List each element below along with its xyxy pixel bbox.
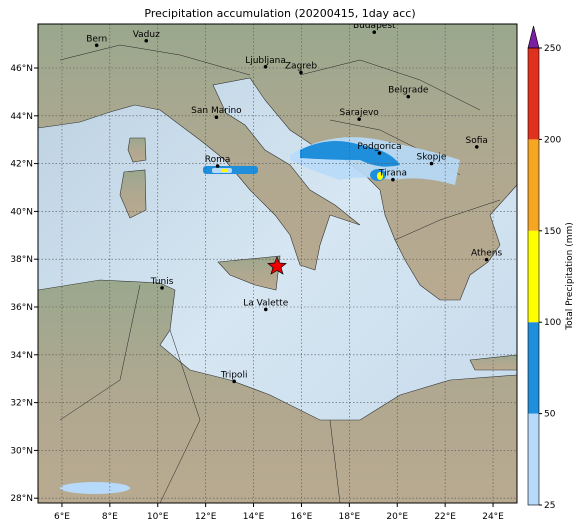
city-dot [484,257,489,262]
land-corsica [127,137,147,163]
city-dot [372,30,377,34]
colorbar-bin [528,48,539,140]
city-dot [94,43,99,48]
city-label: Belgrade [388,86,429,96]
city-dot [144,38,149,43]
y-tick-label: 40°N [10,207,33,217]
city-label: Budapest [353,21,396,31]
colorbar-tick-label: 100 [544,318,561,328]
title: Precipitation accumulation (20200415, 1d… [144,7,415,20]
axes: 6°E 8°E 10°E 12°E 14°E 16°E 18°E 20°E 22°E 24°E 28… [10,64,504,522]
colorbar-tick-label: 25 [544,501,555,511]
colorbar-bin [528,413,539,505]
city-dot [391,177,395,182]
city-label: Tirana [378,169,407,179]
borders [59,44,501,503]
city-label: Athens [471,249,502,259]
x-tick-label: 8°E [102,512,118,522]
city-label: Ljubljana [245,56,286,66]
city-dot [263,307,268,312]
colorbar: 25 50 100 150 200 250 [527,25,561,511]
colorbar-tick-label: 200 [544,135,561,145]
city-label: La Valette [243,298,288,308]
city-label: Roma [205,155,231,165]
city-label: Tunis [150,277,174,287]
city-label: Zagreb [285,62,317,72]
y-tick-label: 42°N [10,160,33,170]
colorbar-bin [528,139,539,231]
grid [38,24,517,503]
colorbar-label: Total Precipitation (mm) [565,222,575,331]
x-tick-label: 20°E [386,512,408,522]
map-frame [37,23,518,504]
city-dot [160,286,164,290]
x-tick-label: 24°E [482,512,504,522]
land-sicily [217,255,281,291]
y-tick-label: 36°N [10,303,33,313]
colorbar-bin [528,230,539,323]
city-label: Podgorica [357,142,401,152]
city-label: Sarajevo [340,108,380,118]
city-dot [357,117,361,121]
event-star [267,256,287,275]
city-dot [429,161,434,166]
city-label: Skopje [417,153,447,163]
x-tick-label: 18°E [339,512,361,522]
precipitation [203,137,460,185]
city-dot [215,164,220,168]
y-tick-label: 44°N [10,112,33,122]
land-crete [469,354,517,371]
colorbar-tick-label: 250 [544,44,561,54]
city-dot [232,379,236,384]
lake [60,482,130,494]
city-dot [214,115,219,120]
x-tick-label: 22°E [434,512,456,522]
y-tick-label: 32°N [10,399,33,409]
city-dot [299,70,303,75]
y-tick-label: 46°N [10,64,33,74]
city-label: Vaduz [133,30,160,40]
y-tick-label: 28°N [10,494,33,504]
x-tick-label: 16°E [291,512,313,522]
land-sardinia [119,169,147,219]
y-tick-label: 34°N [10,351,33,361]
city-dot [263,65,268,69]
y-tick-label: 38°N [10,255,33,265]
city-label: Tripoli [220,370,248,380]
x-tick-label: 10°E [147,512,169,522]
colorbar-tick-label: 50 [544,410,556,420]
city-dot [377,151,382,155]
colorbar-bin [528,322,539,414]
colorbar-tick-label: 150 [544,227,561,237]
y-tick-label: 30°N [10,446,33,456]
city-dot [406,94,411,99]
x-tick-label: 6°E [54,512,70,522]
city-dot [474,145,479,149]
x-tick-label: 12°E [195,512,217,522]
city-label: San Marino [191,106,242,116]
city-label: Bern [86,34,107,44]
x-tick-label: 14°E [243,512,265,522]
city-label: Sofia [466,136,488,146]
colorbar-frame [527,47,540,506]
colorbar-extend [527,25,540,49]
